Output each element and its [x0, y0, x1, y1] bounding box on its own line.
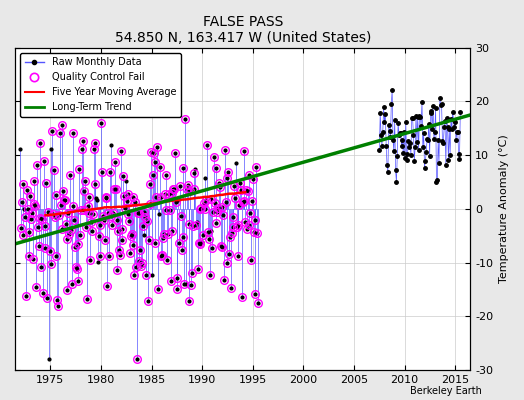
Text: Berkeley Earth: Berkeley Earth — [410, 386, 482, 396]
Legend: Raw Monthly Data, Quality Control Fail, Five Year Moving Average, Long-Term Tren: Raw Monthly Data, Quality Control Fail, … — [20, 53, 181, 117]
Title: FALSE PASS
54.850 N, 163.417 W (United States): FALSE PASS 54.850 N, 163.417 W (United S… — [115, 15, 371, 45]
Y-axis label: Temperature Anomaly (°C): Temperature Anomaly (°C) — [499, 134, 509, 283]
